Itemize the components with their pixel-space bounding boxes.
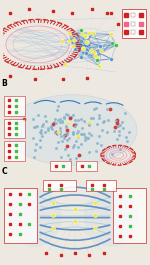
FancyBboxPatch shape [86, 180, 116, 191]
Ellipse shape [84, 188, 138, 247]
Text: A: A [2, 0, 8, 1]
Ellipse shape [7, 95, 137, 166]
FancyBboxPatch shape [4, 142, 25, 161]
FancyBboxPatch shape [43, 180, 76, 191]
FancyBboxPatch shape [4, 96, 25, 116]
FancyBboxPatch shape [113, 188, 146, 243]
FancyBboxPatch shape [50, 161, 71, 171]
FancyBboxPatch shape [4, 119, 25, 138]
Ellipse shape [7, 188, 62, 247]
FancyBboxPatch shape [76, 161, 97, 171]
FancyBboxPatch shape [122, 9, 146, 38]
Ellipse shape [40, 9, 144, 80]
Text: C: C [2, 167, 7, 176]
Text: B: B [2, 80, 7, 89]
FancyBboxPatch shape [4, 188, 37, 243]
